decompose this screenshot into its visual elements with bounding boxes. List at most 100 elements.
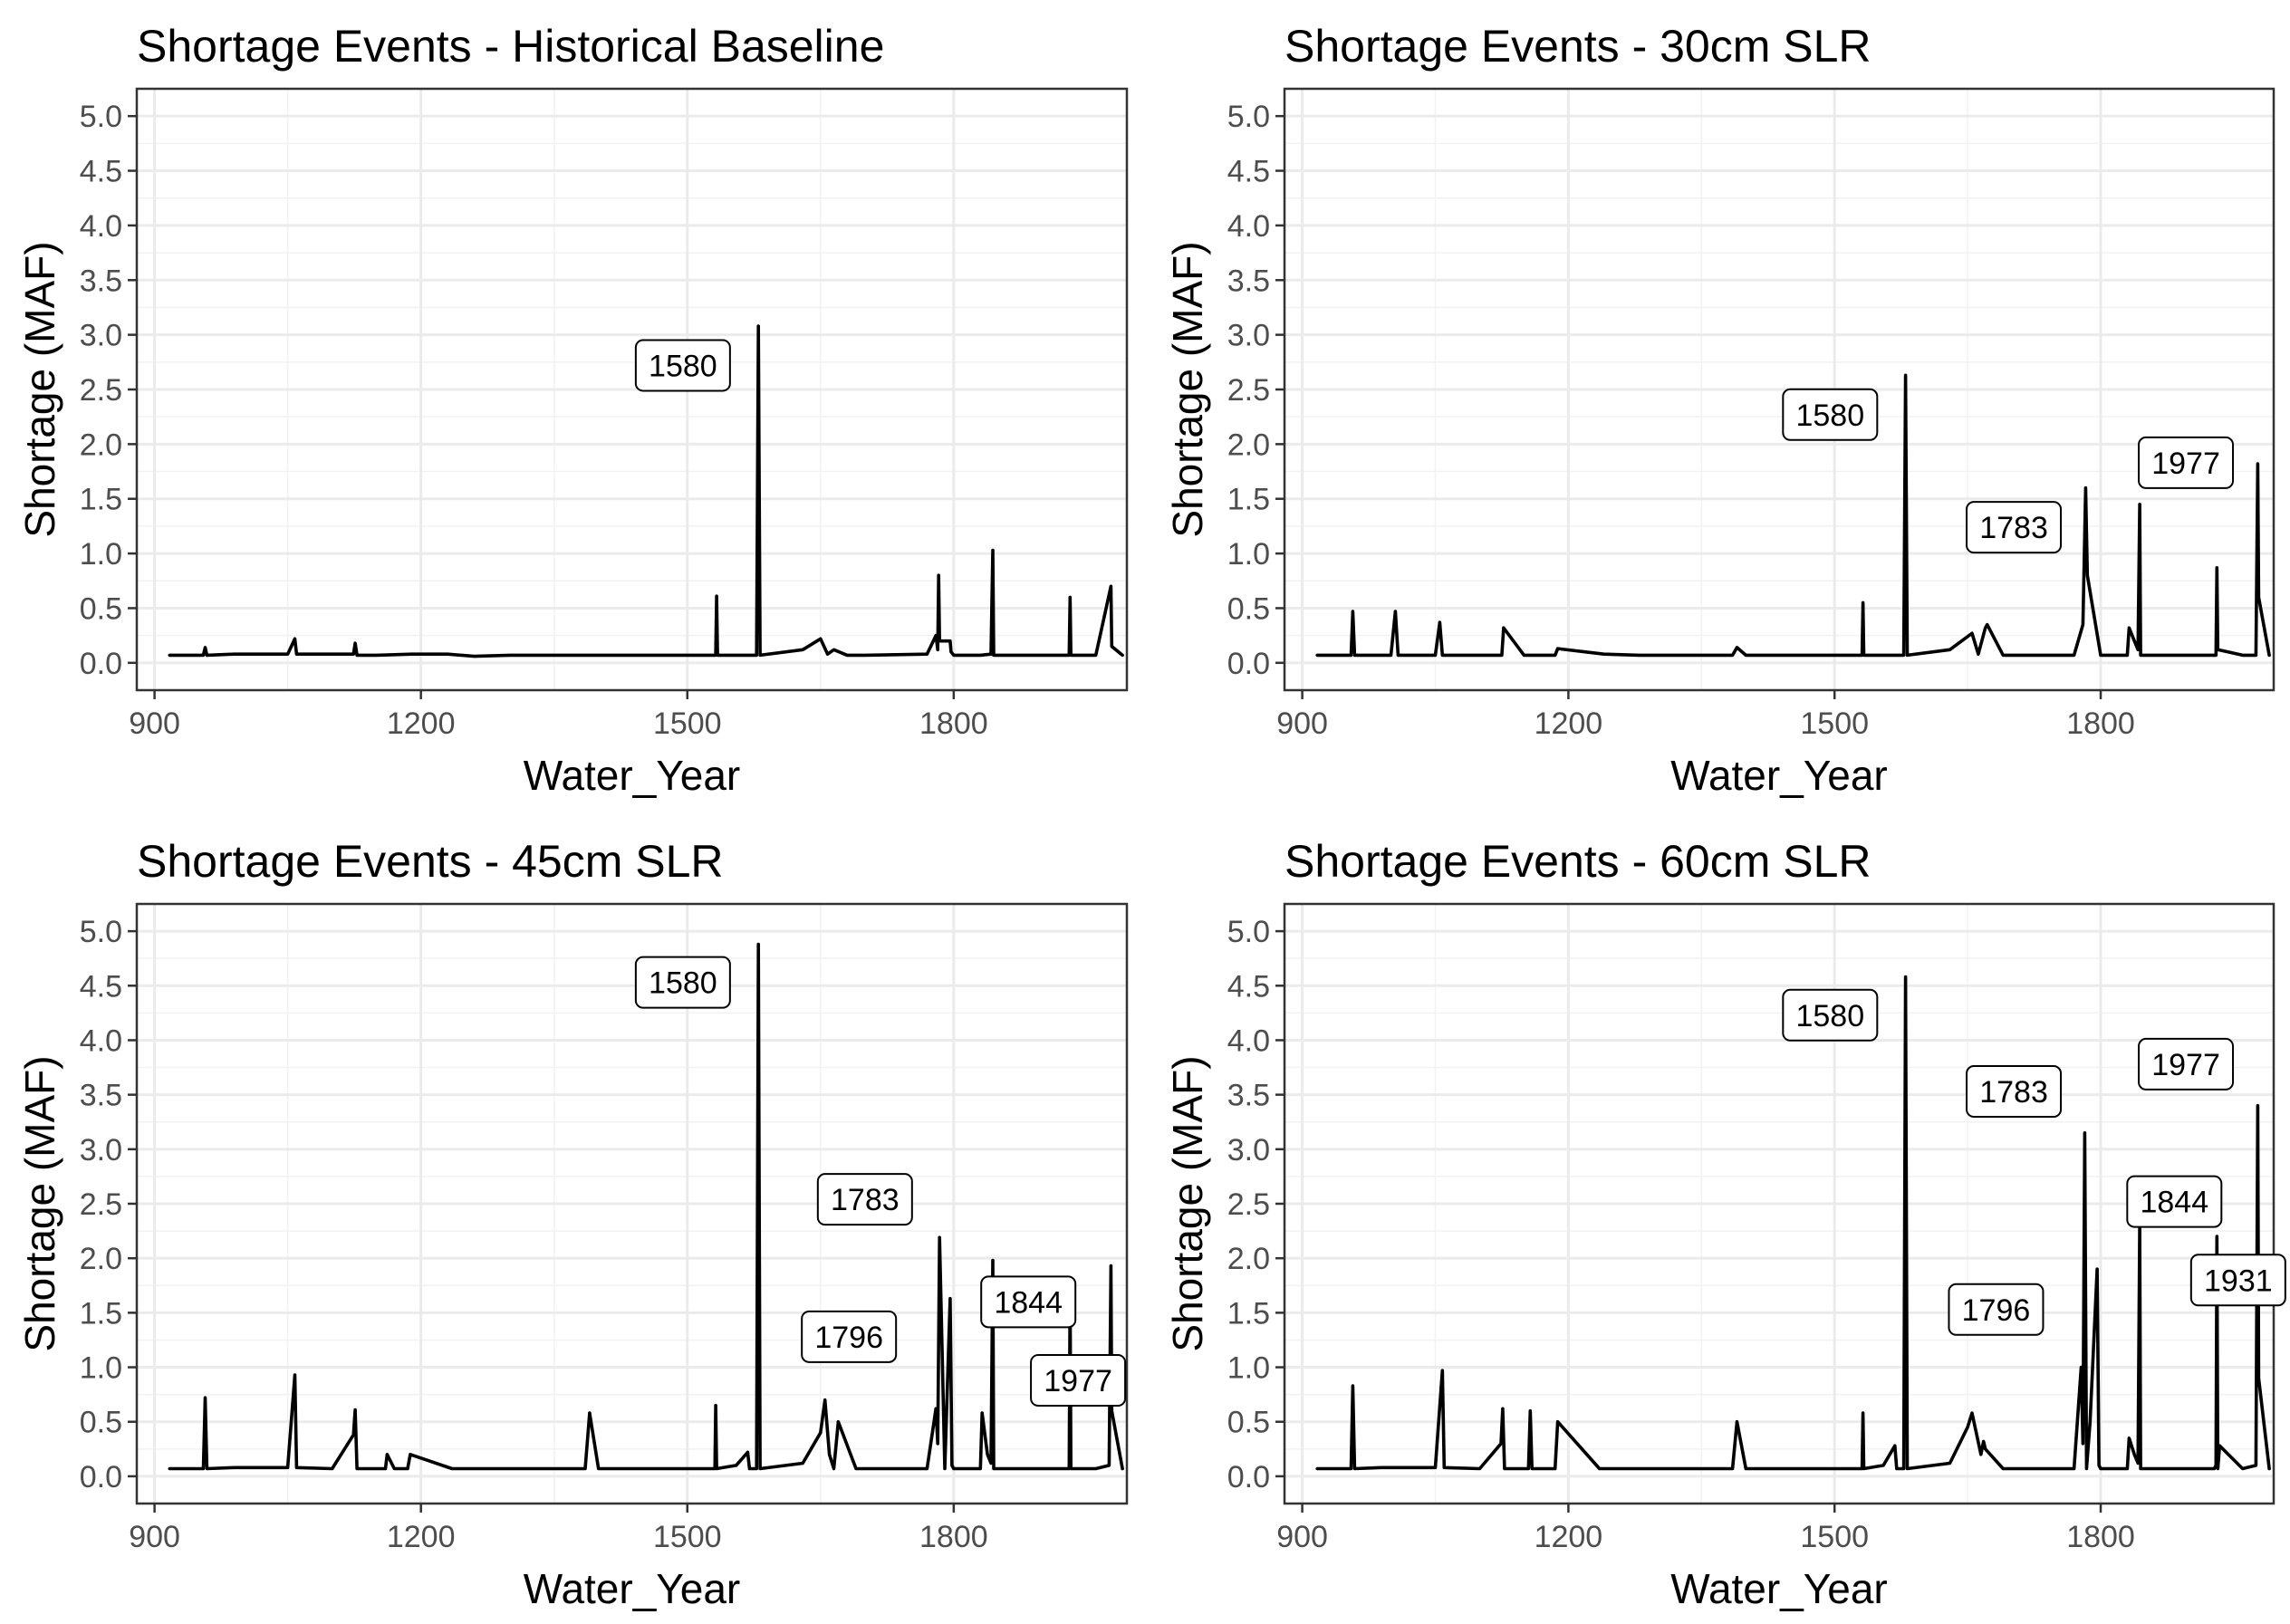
annotation-box xyxy=(1782,988,1879,1042)
grid xyxy=(1285,904,2274,1504)
grid xyxy=(137,89,1127,690)
y-tick-label: 4.0 xyxy=(80,209,122,244)
annotation-label: 1977 xyxy=(2138,436,2235,489)
annotation-text: 1580 xyxy=(649,966,717,1001)
y-axis-title: Shortage (MAF) xyxy=(1164,241,1211,537)
y-tick-label: 5.0 xyxy=(1227,100,1270,134)
y-tick-label: 2.0 xyxy=(1227,428,1270,462)
annotation-text: 1783 xyxy=(1979,1075,2048,1110)
x-tick-label: 1500 xyxy=(1800,1520,1869,1554)
panel-60cm-slr: Shortage Events - 60cm SLR 0.0 0.5 1.0 1.5 2.… xyxy=(1164,836,2286,1612)
x-tick-label: 1800 xyxy=(919,706,988,741)
annotation-label: 1580 xyxy=(634,956,731,1009)
x-tick-label: 1500 xyxy=(653,706,722,741)
y-axis: 0.0 0.5 1.0 1.5 2.0 2.5 3.0 3.5 4.0 4.5 5.0 xyxy=(1227,100,1285,681)
x-tick-label: 900 xyxy=(1276,706,1328,741)
y-tick-label: 1.5 xyxy=(80,483,122,517)
y-tick-label: 0.5 xyxy=(80,591,122,626)
annotation-box xyxy=(2126,1175,2223,1228)
y-tick-label: 4.0 xyxy=(1227,1023,1270,1058)
annotation-label: 1580 xyxy=(1782,988,1879,1042)
y-tick-label: 1.0 xyxy=(80,1351,122,1386)
annotation-text: 1977 xyxy=(2151,1048,2220,1082)
y-tick-label: 3.0 xyxy=(80,1133,122,1168)
y-tick-label: 0.5 xyxy=(80,1406,122,1440)
annotation-text: 1796 xyxy=(814,1321,883,1355)
y-tick-label: 0.5 xyxy=(1227,1406,1270,1440)
y-tick-label: 1.0 xyxy=(1227,1351,1270,1386)
x-tick-label: 900 xyxy=(129,1520,180,1554)
x-axis: 900 1200 1500 1800 xyxy=(1276,1504,2135,1554)
x-tick-label: 1200 xyxy=(387,706,456,741)
annotation-text: 1783 xyxy=(1979,511,2048,545)
y-tick-label: 5.0 xyxy=(1227,915,1270,949)
annotation-box xyxy=(634,956,731,1009)
x-tick-label: 900 xyxy=(1276,1520,1328,1554)
series-line xyxy=(168,942,1124,1471)
annotation-label: 1977 xyxy=(1030,1353,1127,1407)
y-tick-label: 2.5 xyxy=(1227,373,1270,408)
y-tick-label: 0.0 xyxy=(80,1460,122,1494)
annotation-label: 1931 xyxy=(2189,1254,2286,1307)
series-line xyxy=(1315,373,2271,658)
x-axis: 900 1200 1500 1800 xyxy=(129,690,988,741)
y-axis: 0.0 0.5 1.0 1.5 2.0 2.5 3.0 3.5 4.0 4.5 5.0 xyxy=(80,100,137,681)
y-tick-label: 1.5 xyxy=(1227,1296,1270,1331)
x-tick-label: 1800 xyxy=(2066,1520,2135,1554)
chart-title: Shortage Events - 30cm SLR xyxy=(1285,21,1871,72)
y-tick-label: 3.5 xyxy=(80,264,122,298)
y-tick-label: 5.0 xyxy=(80,915,122,949)
panel-historical-baseline: Shortage Events - Historical Baseline0.0… xyxy=(16,21,1129,799)
y-tick-label: 0.0 xyxy=(1227,647,1270,681)
chart-title: Shortage Events - 60cm SLR xyxy=(1285,836,1871,887)
annotation-text: 1977 xyxy=(2151,447,2220,481)
annotation-text: 1580 xyxy=(1795,399,1864,433)
annotation-box xyxy=(1782,388,1879,441)
y-tick-label: 4.0 xyxy=(1227,209,1270,244)
y-axis-title: Shortage (MAF) xyxy=(1164,1055,1211,1351)
y-tick-label: 4.0 xyxy=(80,1023,122,1058)
annotation-text: 1844 xyxy=(994,1285,1063,1320)
annotation-label: 1783 xyxy=(816,1173,913,1226)
y-tick-label: 3.0 xyxy=(1227,319,1270,353)
annotation-box xyxy=(801,1310,898,1363)
annotation-label: 1580 xyxy=(1782,388,1879,441)
y-axis: 0.0 0.5 1.0 1.5 2.0 2.5 3.0 3.5 4.0 4.5 5.0 xyxy=(80,915,137,1494)
x-axis-title: Water_Year xyxy=(1670,1565,1888,1612)
annotation-label: 1783 xyxy=(1966,1065,2063,1119)
grid xyxy=(1285,89,2274,690)
annotation-box xyxy=(2189,1254,2286,1307)
annotation-label: 1844 xyxy=(2126,1175,2223,1228)
annotation-box xyxy=(980,1275,1077,1329)
x-axis-title: Water_Year xyxy=(1670,752,1888,799)
y-tick-label: 3.0 xyxy=(1227,1133,1270,1168)
x-tick-label: 1200 xyxy=(387,1520,456,1554)
y-tick-label: 3.5 xyxy=(80,1079,122,1113)
x-axis-title: Water_Year xyxy=(524,1565,741,1612)
x-axis: 900 1200 1500 1800 xyxy=(1276,690,2135,741)
annotation-label: 1783 xyxy=(1966,501,2063,554)
y-tick-label: 4.5 xyxy=(80,155,122,189)
annotation-text: 1580 xyxy=(649,349,717,383)
y-axis-title: Shortage (MAF) xyxy=(16,1055,63,1351)
annotation-text: 1931 xyxy=(2204,1264,2273,1298)
y-axis-title: Shortage (MAF) xyxy=(16,241,63,537)
annotation-label: 1796 xyxy=(1948,1283,2045,1336)
annotation-label: 1796 xyxy=(801,1310,898,1363)
annotation-box xyxy=(634,339,731,392)
annotation-label: 1977 xyxy=(2138,1037,2235,1091)
series-line xyxy=(168,324,1124,658)
y-tick-label: 2.5 xyxy=(1227,1187,1270,1222)
annotation-text: 1977 xyxy=(1044,1364,1112,1398)
y-tick-label: 4.5 xyxy=(80,969,122,1004)
annotation-text: 1796 xyxy=(1962,1293,2031,1328)
x-tick-label: 1200 xyxy=(1535,706,1603,741)
annotation-text: 1844 xyxy=(2140,1186,2208,1220)
y-tick-label: 2.0 xyxy=(80,1242,122,1276)
x-tick-label: 900 xyxy=(129,706,180,741)
y-tick-label: 3.5 xyxy=(1227,1079,1270,1113)
y-tick-label: 2.5 xyxy=(80,373,122,408)
y-tick-label: 1.0 xyxy=(80,537,122,572)
y-tick-label: 1.5 xyxy=(80,1296,122,1331)
